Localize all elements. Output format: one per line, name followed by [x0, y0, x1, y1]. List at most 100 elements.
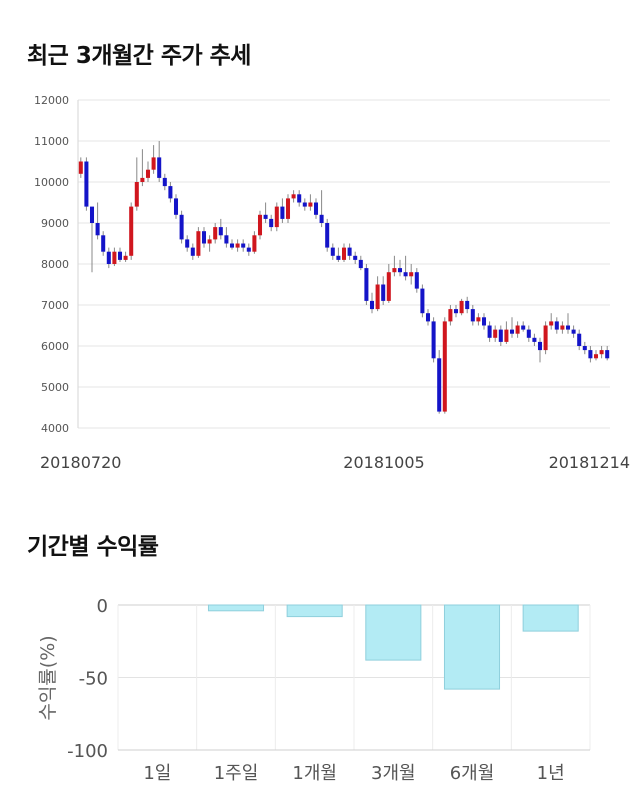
candle-body [291, 194, 296, 199]
return-bar [286, 604, 343, 618]
return-bar [365, 604, 422, 661]
candle-body [252, 235, 257, 252]
candle-body [543, 325, 548, 351]
candle-body [493, 329, 498, 338]
candle-body [476, 317, 481, 322]
candle-body [442, 321, 447, 412]
candle-body [509, 329, 515, 334]
y-tick-label: 11000 [34, 135, 69, 148]
candle-body [78, 161, 83, 174]
candle-body [325, 223, 330, 248]
return-bar [207, 604, 265, 612]
x-date-label: 20181214 [549, 453, 630, 472]
candle-body [319, 214, 324, 223]
candle-body [409, 272, 414, 277]
candle-body [285, 198, 291, 219]
candle-body [185, 239, 190, 248]
candle-body [145, 169, 151, 178]
candle-body [582, 346, 587, 351]
returns-title: 기간별 수익률 [27, 534, 159, 560]
candle-body [302, 202, 307, 207]
category-label: 3개월 [371, 763, 416, 784]
x-date-label: 20180720 [40, 453, 121, 472]
candle-body [431, 321, 436, 359]
candle-body [504, 329, 509, 342]
candle-body [605, 350, 610, 359]
y-tick-label: 9000 [41, 217, 69, 230]
candle-body [532, 337, 537, 342]
candle-body [403, 272, 408, 277]
price-trend-title: 최근 3개월간 주가 추세 [27, 43, 251, 69]
candle-body [157, 157, 162, 178]
candle-body [487, 325, 492, 338]
y-tick-label: 5000 [41, 381, 69, 394]
category-label: 6개월 [450, 763, 495, 784]
y-tick-label: 7000 [41, 299, 69, 312]
candle-body [588, 350, 593, 359]
candle-body [274, 206, 279, 228]
candle-body [235, 243, 240, 248]
candle-body [453, 309, 459, 314]
candle-body [392, 268, 397, 273]
candle-body [498, 329, 503, 342]
candle-body [117, 251, 123, 260]
candle-body [173, 198, 179, 215]
candle-body [89, 206, 95, 223]
candle-body [537, 341, 543, 351]
candle-body [140, 177, 145, 182]
candle-body [162, 177, 167, 187]
candle-body [358, 259, 363, 269]
candle-body [593, 354, 599, 359]
candle-body [241, 243, 246, 248]
candle-body [308, 202, 313, 207]
y-tick-label: 12000 [34, 94, 69, 107]
candle-body [347, 247, 352, 256]
candle-body [196, 231, 201, 256]
candle-body [515, 325, 520, 334]
candle-body [123, 255, 128, 260]
candle-body [263, 214, 268, 219]
x-date-label: 20181005 [343, 453, 424, 472]
candle-body [565, 325, 571, 330]
candle-body [151, 157, 156, 170]
candle-body [112, 251, 117, 264]
candle-body [201, 231, 207, 244]
candle-body [549, 321, 554, 326]
candle-body [229, 243, 235, 248]
candle-body [246, 247, 251, 252]
candle-body [599, 350, 604, 355]
candle-body [269, 218, 274, 228]
candle-body [297, 194, 302, 203]
candle-body [101, 235, 106, 252]
y-tick-label: -50 [79, 669, 108, 690]
candle-body [526, 329, 531, 338]
candle-body [465, 300, 470, 310]
candle-body [560, 325, 565, 330]
candlestick-chart: 4000 5000 6000 7000 8000 9000 10000 11000 12000 2… [34, 94, 630, 472]
return-bar [522, 604, 579, 632]
candle-body [381, 284, 386, 301]
candle-body [179, 214, 184, 240]
y-tick-label: 4000 [41, 422, 69, 435]
y-tick-label: 6000 [41, 340, 69, 353]
candle-body [207, 239, 212, 244]
candle-body [168, 186, 173, 199]
candle-body [397, 268, 403, 273]
candle-body [577, 333, 582, 346]
candle-body [330, 247, 335, 256]
candle-body [336, 255, 341, 260]
candle-body [213, 227, 218, 240]
return-bar [443, 604, 501, 690]
candle-body [437, 358, 442, 412]
candle-body [414, 272, 419, 289]
candle-body [84, 161, 89, 207]
candle-body [95, 223, 100, 236]
candle-body [129, 206, 134, 256]
candle-body [218, 227, 223, 236]
candle-body [420, 288, 425, 314]
candle-body [364, 268, 369, 301]
category-label: 1년 [537, 763, 565, 784]
candle-body [369, 300, 375, 310]
candle-body [425, 313, 431, 322]
candle-body [481, 317, 487, 326]
